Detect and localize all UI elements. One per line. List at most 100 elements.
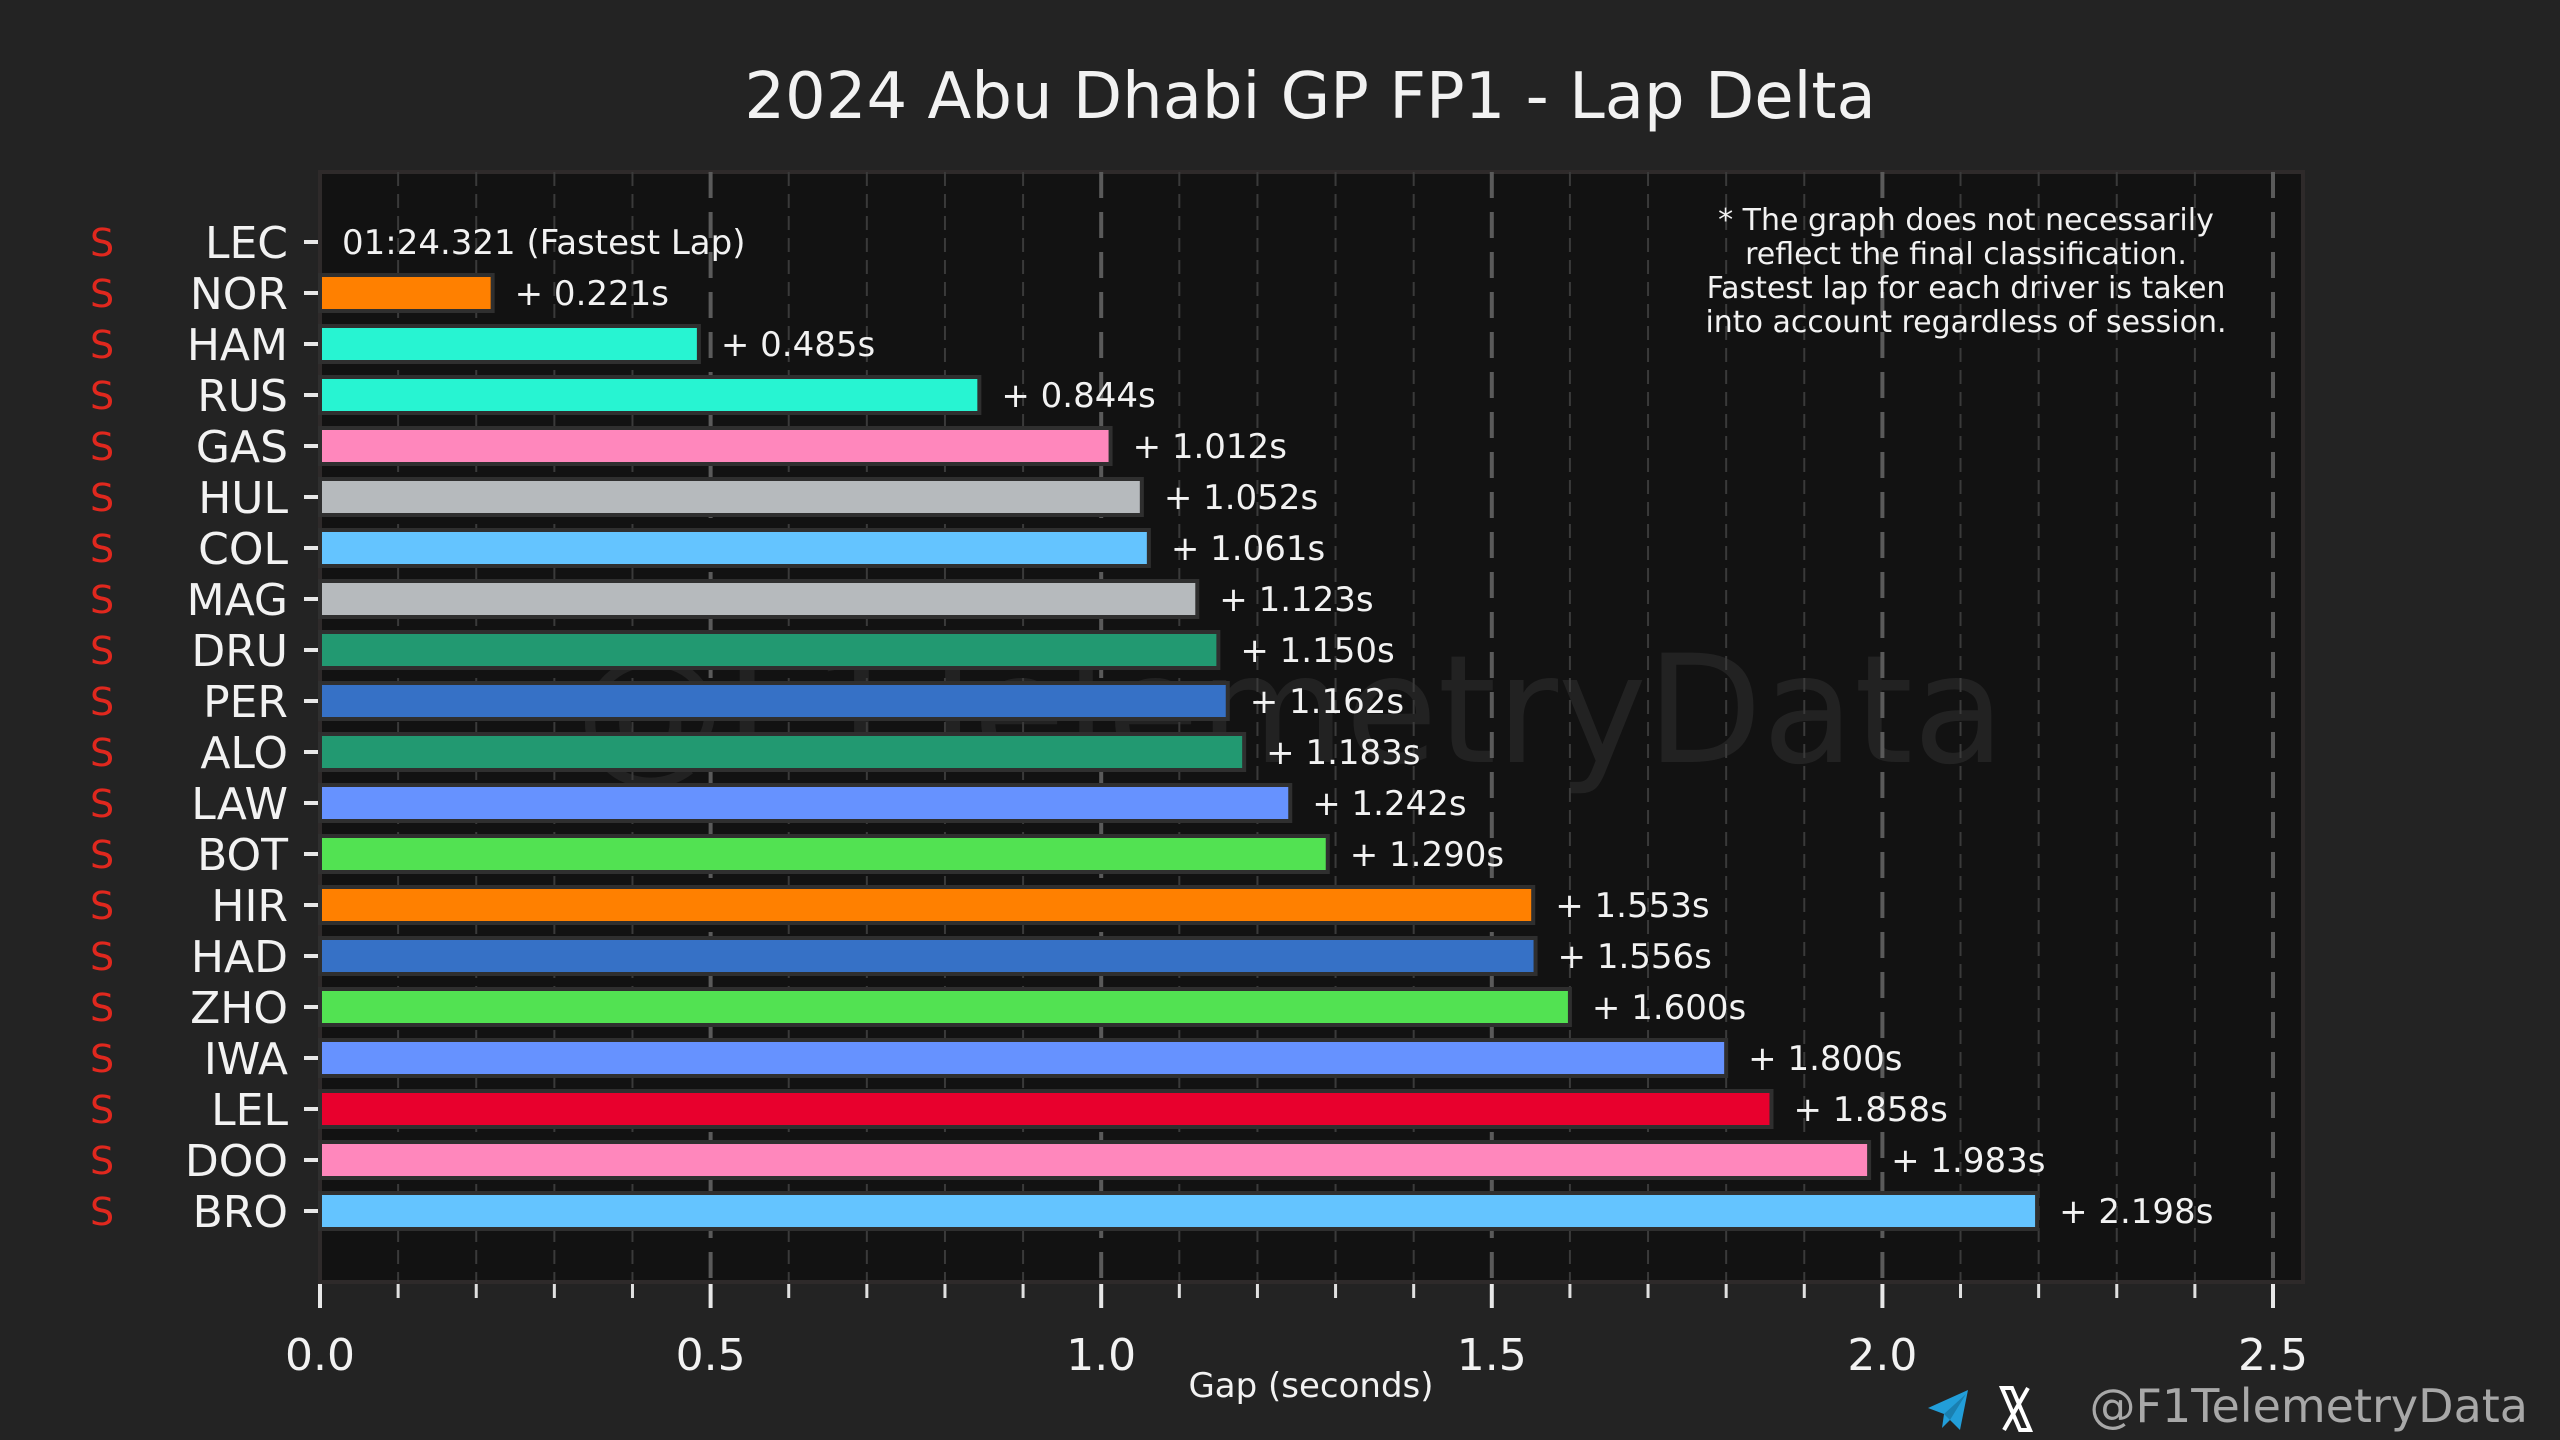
x-tick-label: 0.5 <box>676 1330 746 1381</box>
bar-value-label: + 0.221s <box>515 274 669 314</box>
y-axis-labels: S LEC S NOR S HAM S RUS S GAS S HUL S COL S MAG S DRU S PER… <box>90 218 318 1238</box>
bar <box>318 1140 1872 1180</box>
x-tick-label: 1.0 <box>1066 1330 1136 1381</box>
annotation-note: * The graph does not necessarilyreflect … <box>1705 203 2226 340</box>
annotation-line: into account regardless of session. <box>1705 305 2226 340</box>
driver-label: MAG <box>187 575 288 626</box>
bar <box>318 987 1572 1027</box>
tyre-compound-label: S <box>90 476 114 520</box>
bar-value-label: + 1.150s <box>1240 631 1394 671</box>
bar <box>318 324 701 364</box>
driver-label: HUL <box>198 473 288 524</box>
tyre-compound-label: S <box>90 1088 114 1132</box>
bar <box>318 885 1536 925</box>
tyre-compound-label: S <box>90 527 114 571</box>
bar <box>318 477 1144 517</box>
driver-label: PER <box>203 677 288 728</box>
bar <box>318 1089 1774 1129</box>
bar <box>318 528 1151 568</box>
tyre-compound-label: S <box>90 731 114 775</box>
bar-value-label: + 1.858s <box>1793 1090 1947 1130</box>
driver-label: DRU <box>191 626 288 677</box>
bar <box>318 732 1247 772</box>
bar-value-label: + 1.600s <box>1592 988 1746 1028</box>
tyre-compound-label: S <box>90 1190 114 1234</box>
x-tick-label: 1.5 <box>1457 1330 1527 1381</box>
bar <box>318 681 1230 721</box>
bar <box>318 1038 1729 1078</box>
bar-value-label: + 1.553s <box>1555 886 1709 926</box>
bar <box>318 1191 2040 1231</box>
annotation-line: Fastest lap for each driver is taken <box>1707 271 2226 306</box>
x-tick-label: 0.0 <box>285 1330 355 1381</box>
driver-label: COL <box>198 524 288 575</box>
bar-value-label: + 0.844s <box>1001 376 1155 416</box>
driver-label: DOO <box>185 1136 288 1187</box>
x-icon <box>1998 1386 2034 1432</box>
bar <box>318 936 1538 976</box>
driver-label: LEL <box>211 1085 288 1136</box>
tyre-compound-label: S <box>90 374 114 418</box>
bar-value-label: + 1.800s <box>1748 1039 1902 1079</box>
x-axis: 0.0 0.5 1.0 1.5 2.0 2.5 <box>285 1284 2308 1381</box>
annotation-line: * The graph does not necessarily <box>1718 203 2214 238</box>
tyre-compound-label: S <box>90 629 114 673</box>
telegram-icon <box>1928 1390 1968 1430</box>
tyre-compound-label: S <box>90 833 114 877</box>
driver-label: HAM <box>187 320 288 371</box>
bar-value-label: + 1.290s <box>1350 835 1504 875</box>
x-tick-label: 2.0 <box>1847 1330 1917 1381</box>
tyre-compound-label: S <box>90 782 114 826</box>
x-axis-label: Gap (seconds) <box>1188 1366 1433 1406</box>
driver-label: LAW <box>191 779 288 830</box>
footer-credit: @F1TelemetryData <box>1928 1379 2528 1433</box>
bar <box>318 783 1293 823</box>
bar-value-label: + 1.162s <box>1250 682 1404 722</box>
tyre-compound-label: S <box>90 578 114 622</box>
annotation-line: reflect the final classification. <box>1745 237 2187 272</box>
bar-value-label: + 1.061s <box>1171 529 1325 569</box>
bar <box>318 426 1113 466</box>
driver-label: BOT <box>197 830 288 881</box>
driver-label: ZHO <box>190 983 288 1034</box>
driver-label: HAD <box>191 932 288 983</box>
bar-value-label: + 1.242s <box>1312 784 1466 824</box>
chart-title: 2024 Abu Dhabi GP FP1 - Lap Delta <box>744 60 1875 134</box>
footer-handle: @F1TelemetryData <box>2089 1379 2528 1433</box>
tyre-compound-label: S <box>90 272 114 316</box>
driver-label: GAS <box>196 422 288 473</box>
tyre-compound-label: S <box>90 884 114 928</box>
bar-value-label: + 1.012s <box>1133 427 1287 467</box>
bar <box>318 630 1221 670</box>
bars <box>318 273 2040 1231</box>
tyre-compound-label: S <box>90 935 114 979</box>
driver-label: HIR <box>211 881 288 932</box>
x-tick-label: 2.5 <box>2238 1330 2308 1381</box>
bar-value-label: + 1.183s <box>1266 733 1420 773</box>
tyre-compound-label: S <box>90 680 114 724</box>
bar-value-label: + 1.556s <box>1558 937 1712 977</box>
driver-label: BRO <box>193 1187 288 1238</box>
driver-label: NOR <box>190 269 288 320</box>
data-labels: 01:24.321 (Fastest Lap) + 0.221s + 0.485s +… <box>342 223 2213 1232</box>
bar <box>318 273 495 313</box>
tyre-compound-label: S <box>90 221 114 265</box>
bar-value-label: + 2.198s <box>2059 1192 2213 1232</box>
tyre-compound-label: S <box>90 323 114 367</box>
fastest-lap-label: 01:24.321 (Fastest Lap) <box>342 223 745 263</box>
driver-label: ALO <box>200 728 288 779</box>
tyre-compound-label: S <box>90 425 114 469</box>
bar-value-label: + 1.123s <box>1219 580 1373 620</box>
bar-value-label: + 1.052s <box>1164 478 1318 518</box>
tyre-compound-label: S <box>90 1139 114 1183</box>
tyre-compound-label: S <box>90 986 114 1030</box>
bar <box>318 579 1200 619</box>
tyre-compound-label: S <box>90 1037 114 1081</box>
bar-value-label: + 0.485s <box>721 325 875 365</box>
driver-label: IWA <box>204 1034 288 1085</box>
driver-label: RUS <box>197 371 288 422</box>
bar <box>318 834 1330 874</box>
bar <box>318 375 982 415</box>
driver-label: LEC <box>205 218 288 269</box>
